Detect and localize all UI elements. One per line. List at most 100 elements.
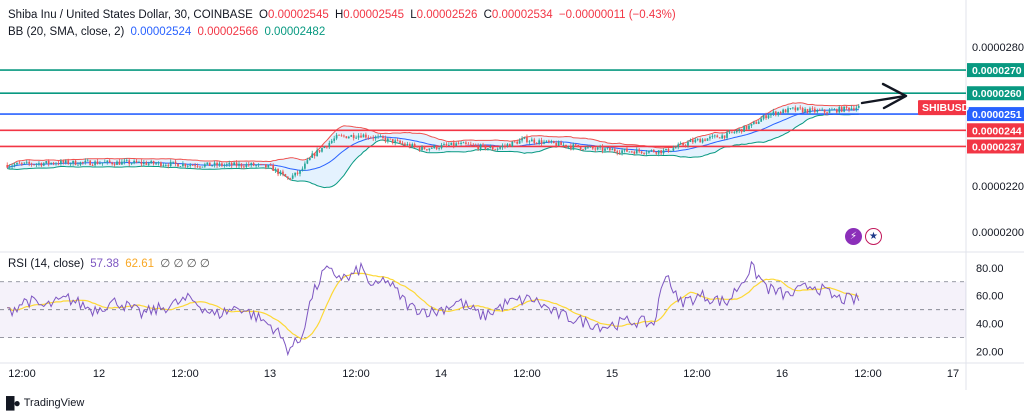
candle-body	[69, 163, 72, 165]
candle-body	[594, 148, 597, 150]
candle-body	[613, 149, 616, 152]
candle-body	[284, 174, 287, 177]
candle-body	[147, 163, 150, 165]
candle-body	[389, 138, 392, 140]
candle-body	[189, 164, 192, 166]
candle-body	[713, 135, 716, 137]
candle-body	[496, 148, 499, 150]
tradingview-footer[interactable]: █● TradingView	[6, 396, 84, 410]
candle-body	[784, 109, 787, 113]
candle-body	[557, 141, 560, 146]
candle-body	[828, 110, 831, 113]
candle-body	[835, 109, 838, 113]
candle-body	[645, 152, 648, 154]
us-flag-icon[interactable]: ★	[865, 228, 882, 245]
candle-body	[792, 107, 794, 109]
candle-body	[472, 144, 475, 146]
candle-body	[211, 165, 214, 167]
candle-body	[86, 160, 89, 162]
candle-body	[738, 129, 741, 131]
candle-body	[150, 161, 153, 164]
candle-body	[289, 178, 292, 180]
candle-body	[731, 131, 733, 133]
candle-body	[128, 160, 131, 164]
price-tick-label-7: 0.0000200	[972, 227, 1024, 239]
candle-body	[745, 125, 748, 129]
candle-body	[457, 143, 460, 145]
candle-body	[243, 166, 245, 168]
candle-body	[462, 142, 465, 144]
candle-body	[64, 160, 67, 163]
candle-body	[79, 162, 82, 165]
candle-body	[804, 109, 806, 113]
candle-body	[67, 160, 70, 164]
candle-body	[704, 139, 706, 141]
candle-body	[511, 141, 514, 147]
candle-body	[469, 144, 472, 146]
candle-body	[138, 161, 140, 163]
time-tick-label-8: 12:00	[683, 368, 711, 380]
price-tag-bg-1	[967, 63, 1024, 78]
candle-body	[140, 161, 143, 165]
candle-body	[774, 111, 777, 115]
candle-body	[572, 144, 575, 149]
candle-body	[633, 151, 636, 154]
flash-icon[interactable]: ⚡	[845, 228, 862, 245]
rsi-tick-label-3: 20.00	[976, 347, 1004, 359]
candle-body	[167, 165, 170, 167]
candle-body	[355, 137, 357, 139]
candle-body	[262, 164, 265, 166]
price-tag-label-1: 0.0000270	[972, 65, 1022, 77]
bb-upper-line	[6, 102, 859, 168]
candle-body	[448, 144, 450, 146]
candle-body	[550, 140, 553, 143]
candle-body	[374, 136, 377, 139]
time-tick-label-4: 12:00	[342, 368, 370, 380]
candle-body	[230, 163, 233, 166]
candle-body	[191, 164, 194, 166]
candle-body	[565, 144, 567, 147]
rsi-tick-label-2: 40.00	[976, 319, 1004, 331]
candle-body	[711, 135, 714, 137]
candle-body	[479, 144, 482, 150]
candle-body	[74, 160, 77, 165]
candle-body	[186, 165, 189, 167]
candle-body	[757, 121, 760, 124]
candle-body	[18, 162, 21, 164]
candle-body	[418, 147, 421, 151]
candle-body	[360, 135, 362, 138]
candle-body	[477, 145, 479, 150]
candle-body	[506, 144, 509, 146]
brand-name: TradingView	[23, 397, 85, 409]
candle-body	[201, 166, 204, 168]
candle-body	[35, 163, 38, 165]
candle-body	[814, 108, 816, 112]
candle-body	[21, 163, 23, 165]
rsi-value: 57.38	[90, 258, 120, 270]
candle-body	[640, 151, 643, 153]
candle-body	[589, 146, 592, 148]
candle-body	[833, 109, 836, 110]
candle-body	[701, 139, 704, 143]
candle-body	[340, 135, 343, 137]
candle-body	[748, 125, 750, 129]
candle-body	[96, 161, 99, 165]
symbol-tag-bg	[918, 100, 966, 116]
candle-body	[350, 135, 353, 137]
candle-body	[225, 164, 228, 166]
high-value: 0.00002545	[343, 9, 405, 21]
candle-body	[160, 162, 162, 167]
candle-body	[555, 142, 558, 146]
candle-body	[199, 166, 201, 168]
candle-body	[28, 161, 31, 164]
candle-body	[401, 142, 404, 144]
candle-body	[570, 146, 572, 149]
candle-body	[84, 160, 87, 163]
candle-body	[369, 137, 372, 139]
candle-body	[509, 144, 511, 147]
close-label: C	[483, 9, 492, 21]
candle-body	[696, 139, 699, 140]
time-tick-label-11: 17	[947, 368, 959, 380]
time-tick-label-6: 12:00	[513, 368, 541, 380]
